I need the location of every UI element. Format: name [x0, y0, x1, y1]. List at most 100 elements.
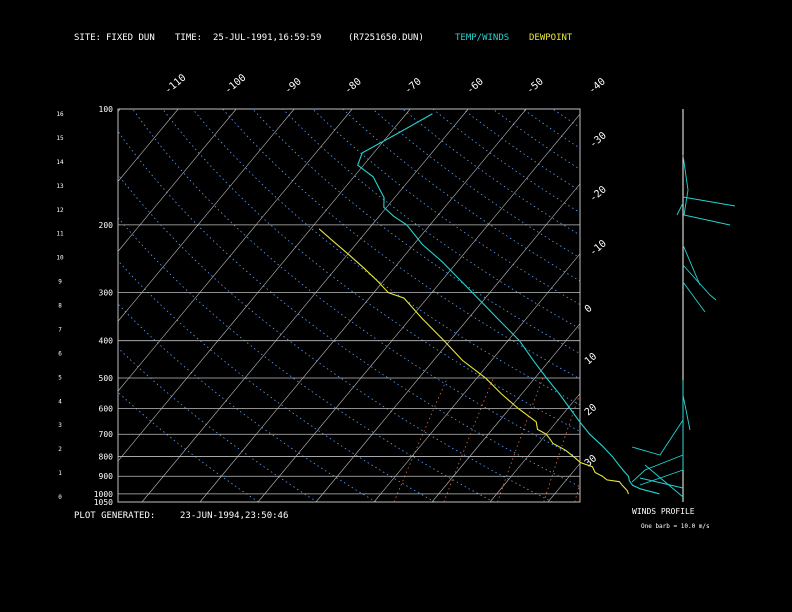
dry-adiabat-11: [252, 109, 580, 354]
temp-point: [628, 475, 629, 477]
isotherm-line: [118, 109, 179, 182]
mixing-ratio-line-4: [574, 482, 580, 502]
wind-barb: [631, 419, 684, 456]
site-value: FIXED DUN: [106, 33, 155, 43]
time-value: 25-JUL-1991,16:59:59: [213, 33, 322, 43]
height-tick-label: 2: [58, 446, 62, 453]
wind-barb: [682, 281, 706, 313]
plot-border: [117, 108, 581, 503]
pressure-label-1000: 1000: [94, 490, 113, 499]
isotherm-label: -10: [588, 238, 609, 258]
height-tick-label: 6: [58, 350, 62, 357]
isotherm-label: -80: [343, 76, 364, 96]
temp-point: [383, 206, 385, 208]
dewpoint-point: [580, 462, 582, 464]
dewpoint-point: [517, 408, 519, 409]
isotherm-line: [257, 113, 580, 502]
isotherm-line: [373, 253, 580, 502]
site-label: SITE:: [74, 33, 102, 43]
dewpoint-point: [594, 472, 596, 473]
dry-adiabat-10: [222, 109, 580, 380]
wind-barb: [682, 154, 731, 226]
dry-adiabat-8: [162, 109, 580, 432]
height-tick-label: 11: [56, 231, 64, 238]
temp-point: [442, 261, 443, 263]
isotherm-line: [722, 109, 792, 502]
label-layer: 1002003004005006007008009001000105016151…: [56, 72, 608, 507]
isotherm-label: 20: [583, 402, 599, 418]
mixing-ratio-line-0: [393, 377, 448, 502]
height-tick-label: 0: [58, 494, 62, 501]
winds-profile-title: WINDS PROFILE: [632, 507, 695, 516]
pressure-label-500: 500: [99, 374, 114, 383]
height-tick-label: 15: [56, 135, 64, 142]
isotherm-line: [431, 323, 580, 502]
isotherm-line: [118, 109, 411, 462]
dewpoint-point: [421, 317, 423, 319]
dewpoint-point: [501, 393, 502, 395]
isotherm-label: -30: [588, 130, 609, 150]
dewpoint-point: [565, 449, 566, 451]
isotherm-label: -60: [465, 76, 486, 96]
temp-point: [497, 317, 498, 319]
isotherm-label: -70: [403, 76, 424, 96]
pressure-label-200: 200: [99, 221, 114, 230]
temp-series-line: [357, 113, 660, 495]
wind-barb: [644, 464, 684, 498]
height-tick-label: 10: [56, 255, 64, 262]
plot-generated-label: PLOT GENERATED:: [74, 511, 156, 521]
dewpoint-point: [462, 359, 463, 361]
dry-adiabat-16: [402, 109, 580, 236]
dewpoint-point: [549, 438, 551, 440]
dewpoint-point: [545, 433, 547, 435]
temp-point: [579, 421, 581, 423]
isotherm-label: -20: [588, 184, 609, 204]
wind-barb: [639, 477, 684, 489]
isotherm-label: -90: [283, 76, 304, 96]
dry-adiabat-9: [192, 109, 580, 406]
temp-point: [639, 488, 641, 490]
temp-point: [559, 393, 560, 395]
wind-barb: [676, 202, 684, 216]
dry-adiabat-17: [432, 109, 580, 214]
dry-adiabat-12: [282, 109, 580, 330]
height-tick-label: 4: [58, 398, 62, 405]
dewpoint-point: [621, 484, 623, 486]
grid-layer: [117, 108, 792, 503]
dry-adiabat-22: [583, 109, 792, 502]
height-tick-label: 3: [58, 422, 62, 429]
isotherm-line: [118, 109, 295, 322]
winds-profile-note: One barb = 10.0 m/s: [641, 523, 710, 530]
isotherm-label: 30: [583, 453, 599, 469]
dewpoint-point: [537, 428, 538, 430]
dewpoint-point: [318, 228, 320, 230]
temp-point: [589, 433, 591, 435]
temp-point: [383, 197, 385, 199]
height-tick-label: 1: [58, 470, 62, 477]
isotherm-label: -110: [163, 72, 189, 96]
temp-point: [399, 131, 400, 133]
pressure-label-600: 600: [99, 404, 114, 413]
dry-adiabat-4: [118, 217, 494, 502]
dewpoint-point: [387, 292, 389, 294]
dewpoint-point: [552, 443, 554, 444]
dry-adiabat-25: [673, 109, 792, 502]
dry-adiabat-2: [118, 303, 377, 502]
temp-point: [622, 470, 624, 471]
dewpoint-point: [573, 456, 574, 457]
temp-point: [406, 224, 408, 226]
temp-point: [569, 408, 571, 409]
pressure-label-400: 400: [99, 337, 114, 346]
isotherm-line: [199, 109, 527, 502]
file-id: (R7251650.DUN): [348, 33, 424, 43]
isotherm-line: [606, 109, 792, 502]
pressure-label-700: 700: [99, 430, 114, 439]
legend-temp: TEMP/WINDS: [455, 33, 510, 43]
dry-adiabat-5: [118, 174, 553, 502]
dry-adiabat-3: [118, 260, 436, 502]
mixing-ratio-line-1: [443, 377, 494, 502]
temp-point: [619, 466, 621, 468]
temp-point: [519, 340, 520, 342]
isotherm-label: 10: [583, 351, 599, 367]
dewpoint-point: [332, 240, 334, 242]
